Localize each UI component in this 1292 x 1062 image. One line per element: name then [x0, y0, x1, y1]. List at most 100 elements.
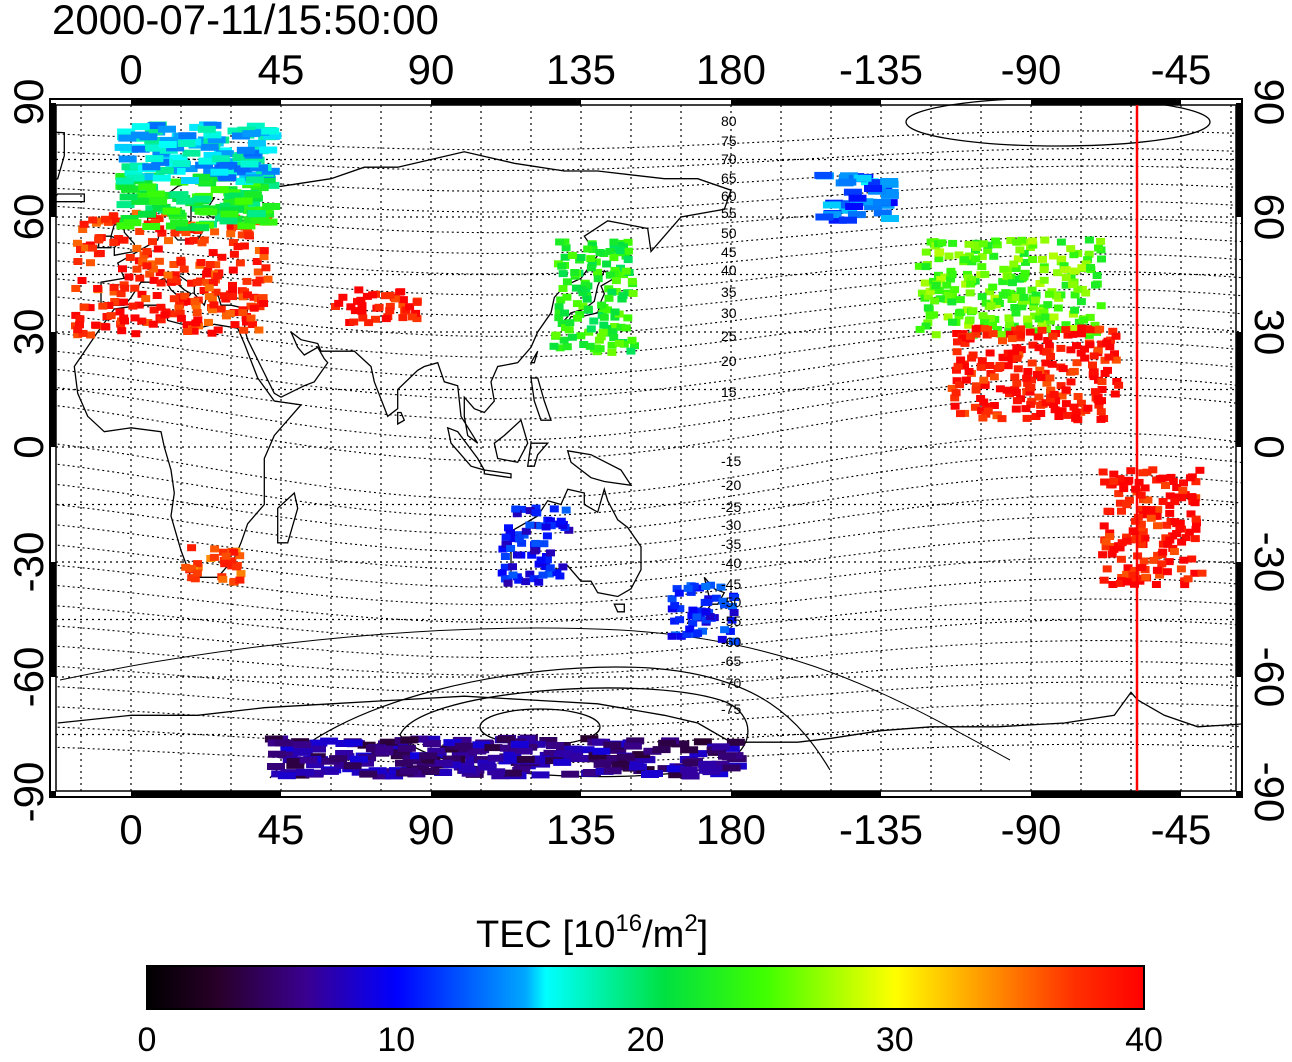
south-contour-solid: [269, 666, 831, 779]
tec-cell: [516, 755, 535, 763]
tec-cell: [628, 290, 638, 297]
tec-cell: [116, 201, 135, 209]
tec-cell: [119, 298, 128, 306]
tec-cell: [254, 326, 264, 334]
tec-cell: [1162, 521, 1172, 529]
contour-label: -55: [721, 613, 741, 629]
tec-cell: [1011, 294, 1021, 301]
tec-cell: [1002, 386, 1012, 394]
left-axis-bar-segment: [50, 791, 56, 797]
contour-label: 60: [721, 188, 737, 204]
bottom-axis-bar-segment: [131, 791, 281, 797]
tec-cell: [1190, 535, 1200, 543]
tec-cell: [124, 273, 134, 281]
tec-cell: [921, 248, 931, 256]
tec-cell: [1056, 238, 1066, 246]
tec-cell: [555, 572, 565, 580]
tec-cell: [230, 321, 240, 329]
tec-cell: [1028, 341, 1038, 349]
contour-line: [57, 640, 1242, 676]
tec-cell: [286, 761, 305, 769]
tec-cell: [621, 267, 631, 275]
tec-cell: [245, 176, 264, 184]
tec-cell: [545, 742, 564, 749]
tec-cell: [657, 765, 676, 773]
tec-cell: [599, 313, 609, 321]
tec-cell: [952, 348, 962, 356]
tec-cell: [184, 237, 194, 245]
tec-cell: [224, 192, 243, 200]
tec-cell: [144, 137, 163, 144]
tec-cell: [955, 296, 965, 304]
tec-cell: [252, 279, 262, 287]
tec-cell: [1030, 328, 1040, 336]
tec-cell: [183, 328, 193, 335]
tec-cell: [717, 635, 727, 643]
tec-cell: [880, 188, 899, 196]
tec-cell: [220, 207, 239, 215]
north-pole-loop: [905, 99, 1211, 147]
tec-cell: [1069, 325, 1079, 332]
tec-cell: [487, 754, 506, 762]
bottom-axis-bar-segment: [1031, 791, 1181, 797]
tec-cell: [263, 132, 282, 140]
tec-cell: [356, 759, 374, 767]
tec-cell: [864, 185, 882, 192]
tec-cell: [986, 315, 995, 322]
tec-cell: [1037, 326, 1047, 334]
tec-cell: [667, 595, 677, 603]
tec-cell: [586, 264, 596, 272]
antarctica-coastline: [57, 691, 1242, 743]
tec-cell: [685, 625, 695, 633]
tec-cell: [75, 321, 84, 329]
tec-cell: [443, 739, 462, 747]
tec-cell: [964, 317, 974, 325]
tec-cell: [948, 318, 957, 326]
tec-cell: [484, 744, 503, 752]
tec-cell: [210, 228, 220, 236]
tec-cell: [497, 569, 507, 577]
right-lat-tick-label: -90: [1246, 762, 1292, 823]
tec-cell: [1109, 477, 1119, 485]
tec-cell: [1184, 528, 1194, 536]
tec-cell: [599, 755, 618, 763]
tec-cell: [971, 325, 981, 333]
tec-cell: [1085, 341, 1095, 349]
tec-cell: [985, 362, 995, 369]
tec-cell: [1096, 237, 1106, 245]
tec-cell: [160, 311, 170, 319]
tec-cell: [999, 265, 1009, 273]
tec-cell: [1133, 513, 1143, 521]
tec-cell: [598, 328, 608, 336]
tec-cell: [346, 303, 356, 311]
tec-cell: [998, 291, 1008, 299]
tec-cell: [117, 327, 127, 335]
tec-cell: [1088, 361, 1097, 369]
tec-cell: [680, 746, 699, 754]
tec-cell: [329, 755, 348, 763]
tec-cell: [1043, 301, 1053, 309]
tec-cell: [203, 121, 222, 129]
tec-cell: [921, 322, 931, 330]
tec-cell: [100, 215, 110, 223]
tec-cell: [688, 606, 698, 614]
left-axis-bar-segment: [50, 332, 56, 447]
tec-cell: [320, 767, 339, 775]
contour-label: -15: [721, 453, 741, 469]
contour-label: 50: [721, 225, 737, 241]
tec-cell: [91, 321, 101, 329]
tec-cell: [422, 735, 441, 743]
tec-cell: [615, 339, 624, 347]
tec-cell: [592, 738, 611, 746]
tec-cell: [979, 325, 989, 333]
tec-cell: [264, 735, 283, 743]
tec-cell: [1012, 238, 1022, 246]
bottom-lon-tick-label: 0: [119, 806, 142, 853]
tec-cell: [211, 155, 230, 163]
tec-cell: [623, 314, 633, 322]
coastline-segment: [529, 350, 539, 364]
tec-cell: [701, 583, 711, 590]
tec-cell: [123, 219, 142, 227]
tec-cell: [159, 136, 178, 144]
tec-cell: [603, 741, 622, 749]
